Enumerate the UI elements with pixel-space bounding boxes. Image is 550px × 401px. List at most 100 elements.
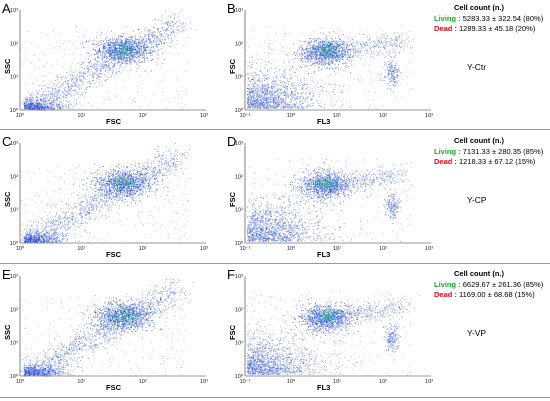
- row-vp: E 10⁰ 10¹ 10² 10³ 10³ 10² 10¹ 10⁰ SSC FSC F 10⁻…: [0, 266, 550, 394]
- y-tick-label: 10⁰: [235, 240, 244, 247]
- living-value: 7131.33 ± 280.35 (85%): [462, 147, 544, 156]
- x-tick-label: 10¹: [77, 113, 85, 119]
- dead-line: Dead : 1289.33 ± 45.18 (20%): [434, 24, 535, 33]
- x-tick-label: 10¹: [333, 113, 341, 119]
- x-tick-label: 10²: [379, 379, 387, 385]
- dead-line: Dead : 1169.00 ± 68.68 (15%): [434, 290, 535, 299]
- y-tick-label: 10²: [10, 174, 18, 180]
- x-axis-label: FSC: [106, 117, 121, 126]
- y-tick-label: 10²: [10, 41, 18, 47]
- row-divider: [0, 129, 550, 130]
- y-axis-label: FSC: [228, 59, 237, 74]
- y-tick-label: 10⁰: [235, 373, 244, 380]
- y-tick-label: 10⁰: [10, 240, 19, 247]
- y-axis-label: SSC: [3, 324, 12, 340]
- y-tick-label: 10²: [235, 307, 243, 313]
- x-tick-label: 10²: [139, 246, 147, 252]
- y-axis-label: SSC: [3, 58, 12, 74]
- y-axis-label: SSC: [3, 191, 12, 207]
- y-tick-label: 10²: [235, 174, 243, 180]
- x-axis-label: FL3: [317, 250, 331, 259]
- x-axis-label: FL3: [317, 383, 331, 392]
- dot-cloud: [245, 158, 414, 244]
- panel-letter: C: [2, 134, 12, 149]
- living-value: 6629.67 ± 261.36 (85%): [462, 280, 544, 289]
- living-line: Living : 6629.67 ± 261.36 (85%): [434, 280, 543, 289]
- scatter-panel-c: C 10⁰ 10¹ 10² 10³ 10³ 10² 10¹ 10⁰ SSC FSC: [0, 133, 210, 261]
- x-tick-label: 10¹: [333, 246, 341, 252]
- x-tick-label: 10²: [139, 379, 147, 385]
- panel-letter: A: [2, 1, 11, 16]
- x-tick-label: 10²: [139, 113, 147, 119]
- x-tick-label: 10³: [425, 246, 433, 252]
- y-tick-label: 10²: [10, 307, 18, 313]
- x-tick-label: 10¹: [333, 379, 341, 385]
- x-tick-label: 10¹: [77, 379, 85, 385]
- dead-value: 1289.33 ± 45.18 (20%): [459, 24, 536, 33]
- y-tick-label: 10¹: [10, 341, 18, 347]
- dead-label: Dead :: [434, 290, 457, 299]
- dead-line: Dead : 1218.33 ± 67.12 (15%): [434, 157, 535, 166]
- y-tick-label: 10³: [235, 274, 243, 280]
- x-tick-label: 10⁻¹: [240, 113, 251, 119]
- row-divider: [0, 397, 550, 398]
- y-axis-label: FSC: [228, 192, 237, 207]
- y-tick-label: 10⁰: [10, 373, 19, 380]
- dot-cloud: [245, 25, 414, 111]
- x-axis-label: FSC: [106, 383, 121, 392]
- scatter-panel-f: F 10⁻¹ 10⁰ 10¹ 10² 10³ 10³ 10² 10¹ 10⁰ FSC FL3: [225, 266, 435, 394]
- dot-cloud: [245, 291, 420, 376]
- y-tick-label: 10³: [10, 8, 18, 14]
- y-tick-label: 10³: [10, 141, 18, 147]
- x-tick-label: 10³: [200, 379, 208, 385]
- scatter-plot-fsc-ssc: 10⁰ 10¹ 10² 10³ 10³ 10² 10¹ 10⁰: [10, 141, 208, 252]
- y-axis-label: FSC: [228, 325, 237, 340]
- x-axis-label: FL3: [317, 117, 331, 126]
- scatter-plot-fsc-ssc: 10⁰ 10¹ 10² 10³ 10³ 10² 10¹ 10⁰: [10, 8, 208, 119]
- dot-cloud: [20, 10, 197, 111]
- panel-letter: D: [227, 134, 237, 149]
- dead-label: Dead :: [434, 24, 457, 33]
- x-tick-label: 10⁻¹: [240, 379, 251, 385]
- panel-letter: B: [227, 1, 236, 16]
- scatter-panel-e: E 10⁰ 10¹ 10² 10³ 10³ 10² 10¹ 10⁰ SSC FSC: [0, 266, 210, 394]
- x-tick-label: 10⁰: [287, 245, 296, 252]
- living-label: Living :: [434, 147, 461, 156]
- x-tick-label: 10³: [200, 113, 208, 119]
- row-divider: [0, 263, 550, 264]
- y-tick-label: 10²: [235, 41, 243, 47]
- dead-label: Dead :: [434, 157, 457, 166]
- y-tick-label: 10¹: [235, 341, 243, 347]
- y-tick-label: 10⁰: [235, 107, 244, 114]
- sample-label: Y-CP: [467, 195, 487, 205]
- x-tick-label: 10²: [379, 246, 387, 252]
- living-line: Living : 7131.33 ± 280.35 (85%): [434, 147, 543, 156]
- y-tick-label: 10³: [10, 274, 18, 280]
- scatter-plot-fsc-ssc: 10⁰ 10¹ 10² 10³ 10³ 10² 10¹ 10⁰: [10, 274, 208, 385]
- scatter-panel-b: B 10⁻¹ 10⁰ 10¹ 10² 10³ 10³ 10² 10¹ 10⁰ FSC FL3: [225, 0, 435, 128]
- y-tick-label: 10¹: [235, 208, 243, 214]
- panel-letter: E: [2, 267, 11, 282]
- y-tick-label: 10³: [235, 8, 243, 14]
- sample-label: Y-Ctr: [467, 62, 487, 72]
- cell-count-title: Cell count (n.): [454, 136, 504, 145]
- scatter-panel-d: D 10⁻¹ 10⁰ 10¹ 10² 10³ 10³ 10² 10¹ 10⁰ FSC FL3: [225, 133, 435, 261]
- dot-cloud: [20, 143, 192, 244]
- x-tick-label: 10⁰: [16, 112, 25, 119]
- row-cp: C 10⁰ 10¹ 10² 10³ 10³ 10² 10¹ 10⁰ SSC FSC D 10⁻…: [0, 133, 550, 261]
- x-tick-label: 10⁻¹: [240, 246, 251, 252]
- x-tick-label: 10¹: [77, 246, 85, 252]
- row-ctr: A 10⁰ 10¹ 10² 10³ 10³ 10² 10¹ 10⁰ SSC FSC B 10⁻…: [0, 0, 550, 128]
- living-label: Living :: [434, 280, 461, 289]
- cell-count-title: Cell count (n.): [454, 3, 504, 12]
- sample-label: Y-VP: [467, 328, 487, 338]
- living-line: Living : 5283.33 ± 322.54 (80%): [434, 14, 543, 23]
- x-tick-label: 10²: [379, 113, 387, 119]
- dot-cloud: [20, 278, 194, 377]
- y-tick-label: 10¹: [235, 75, 243, 81]
- x-axis-label: FSC: [106, 250, 121, 259]
- x-tick-label: 10⁰: [16, 245, 25, 252]
